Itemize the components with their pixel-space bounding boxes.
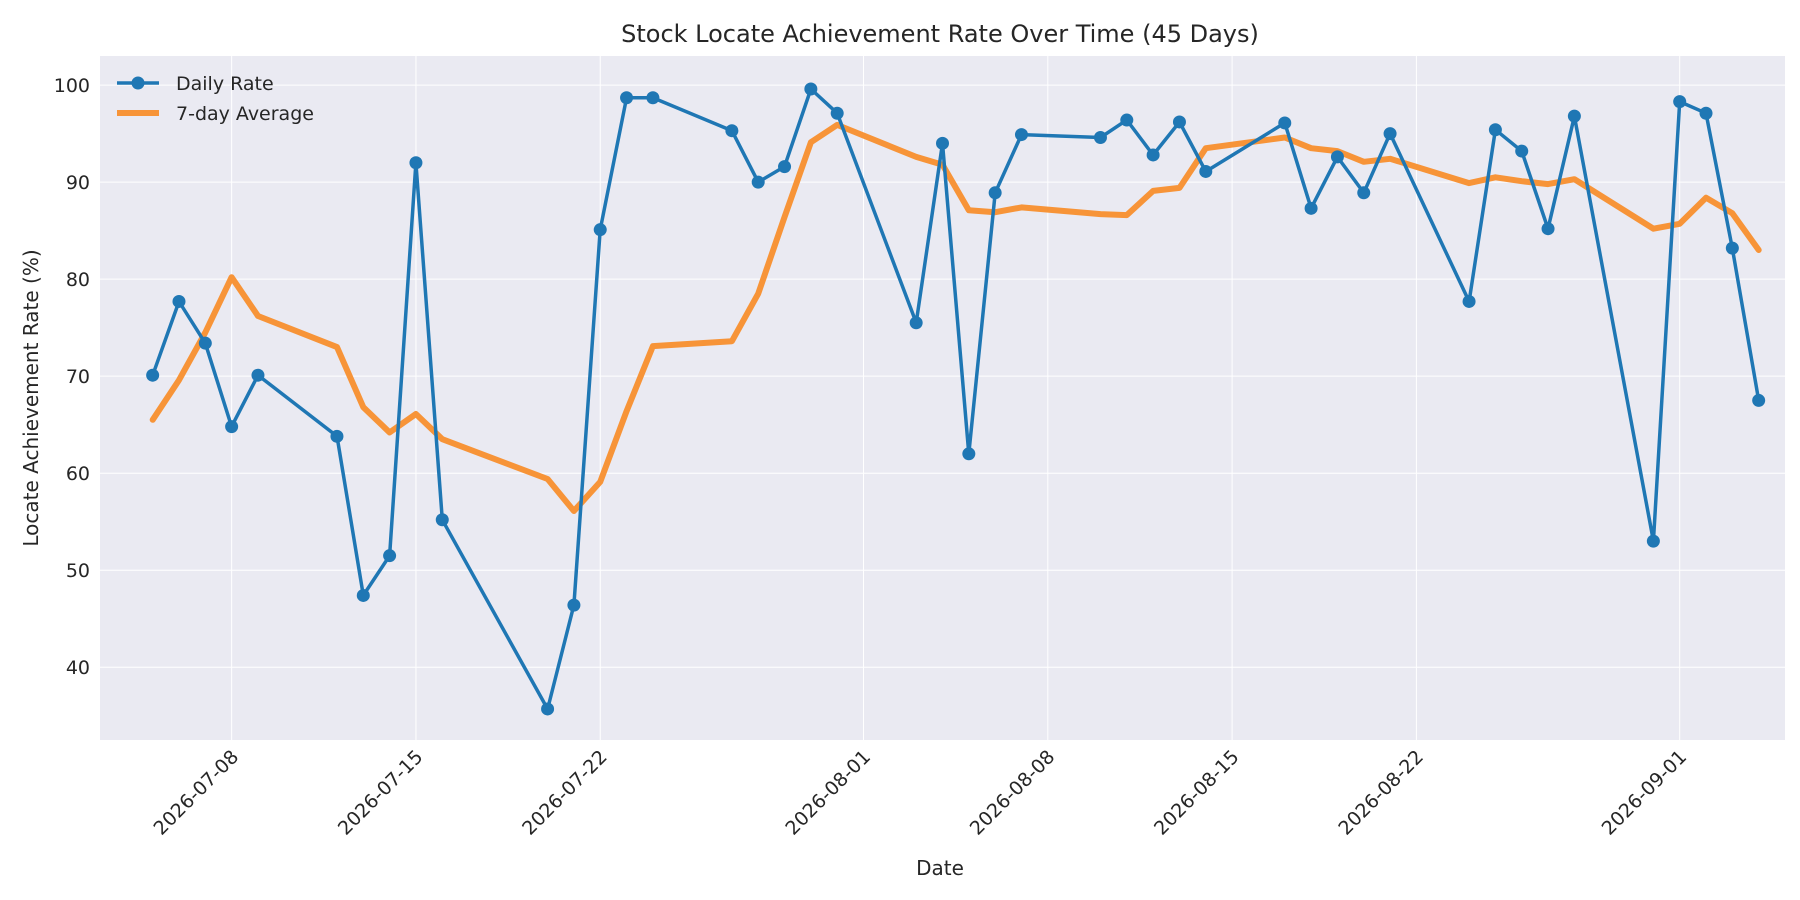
- daily-rate-point: [909, 316, 923, 330]
- y-axis: 40 50 60 70 80 90 100: [54, 75, 90, 679]
- daily-rate-point: [330, 429, 344, 443]
- daily-rate-point: [620, 91, 634, 105]
- daily-rate-point: [383, 549, 397, 563]
- x-tick-label: 2026-07-08: [150, 746, 244, 840]
- daily-rate-point: [172, 294, 186, 308]
- y-tick-label: 50: [66, 560, 90, 582]
- daily-rate-point: [567, 598, 581, 612]
- daily-rate-point: [988, 186, 1002, 200]
- y-tick-label: 100: [54, 75, 90, 97]
- daily-rate-point: [936, 136, 949, 150]
- daily-rate-point: [804, 82, 818, 96]
- daily-rate-point: [1646, 534, 1660, 548]
- daily-rate-point: [646, 91, 660, 105]
- daily-rate-point: [751, 175, 765, 189]
- daily-rate-point: [962, 447, 976, 461]
- daily-rate-point: [1278, 116, 1292, 130]
- x-axis-label: Date: [916, 856, 964, 880]
- daily-rate-point: [1515, 144, 1529, 158]
- daily-rate-point: [251, 368, 265, 382]
- daily-rate-point: [593, 223, 607, 237]
- x-tick-label: 2026-07-15: [334, 746, 428, 840]
- y-axis-label: Locate Achievement Rate (%): [19, 249, 43, 546]
- x-axis: 2026-07-08 2026-07-15 2026-07-22 2026-08-01…: [150, 746, 1692, 840]
- daily-rate-point: [541, 702, 555, 716]
- daily-rate-point: [1304, 201, 1318, 215]
- y-tick-label: 90: [66, 172, 90, 194]
- y-tick-label: 70: [66, 366, 90, 388]
- daily-rate-point: [1699, 106, 1713, 120]
- daily-rate-point: [1172, 115, 1186, 129]
- daily-rate-point: [1462, 294, 1476, 308]
- daily-rate-point: [225, 420, 239, 434]
- daily-rate-point: [146, 368, 160, 382]
- legend: Daily Rate 7-day Average: [117, 73, 314, 125]
- chart-title: Stock Locate Achievement Rate Over Time …: [621, 20, 1259, 48]
- legend-avg-label: 7-day Average: [176, 103, 314, 125]
- daily-rate-point: [1014, 128, 1028, 142]
- x-tick-label: 2026-08-01: [781, 746, 875, 840]
- daily-rate-point: [409, 156, 423, 170]
- daily-rate-point: [1146, 148, 1160, 162]
- daily-rate-point: [1673, 95, 1687, 109]
- daily-rate-point: [830, 106, 844, 120]
- daily-rate-point: [435, 513, 449, 527]
- daily-rate-point: [1330, 150, 1344, 164]
- y-tick-label: 40: [66, 657, 90, 679]
- daily-rate-point: [1357, 186, 1371, 200]
- y-tick-label: 60: [66, 463, 90, 485]
- daily-rate-point: [1752, 393, 1766, 407]
- daily-rate-point: [198, 336, 212, 350]
- daily-rate-point: [1199, 164, 1213, 178]
- daily-rate-point: [1567, 109, 1581, 123]
- daily-rate-point: [725, 124, 739, 138]
- daily-rate-point: [1120, 113, 1134, 127]
- daily-rate-point: [1488, 123, 1502, 137]
- x-tick-label: 2026-08-15: [1150, 746, 1244, 840]
- daily-rate-point: [1093, 130, 1107, 144]
- legend-daily-label: Daily Rate: [176, 73, 274, 95]
- x-tick-label: 2026-08-08: [966, 746, 1060, 840]
- daily-rate-point: [356, 588, 370, 602]
- legend-daily-marker: [131, 76, 145, 90]
- daily-rate-point: [778, 160, 792, 174]
- x-tick-label: 2026-09-01: [1598, 746, 1692, 840]
- daily-rate-point: [1725, 241, 1739, 255]
- series-layer: [146, 82, 1766, 716]
- daily-rate-point: [1541, 222, 1555, 236]
- y-tick-label: 80: [66, 269, 90, 291]
- daily-rate-point: [1383, 127, 1397, 141]
- x-tick-label: 2026-08-22: [1334, 746, 1428, 840]
- x-tick-label: 2026-07-22: [518, 746, 612, 840]
